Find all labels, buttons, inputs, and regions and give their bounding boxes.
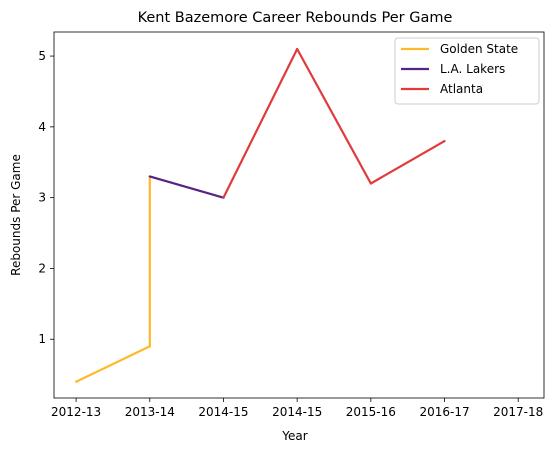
legend-label: Atlanta — [440, 82, 483, 96]
y-tick-label: 1 — [38, 332, 46, 346]
y-axis-title: Rebounds Per Game — [9, 154, 23, 276]
legend-label: Golden State — [440, 42, 518, 56]
series-line-1 — [149, 175, 224, 199]
x-tick-label: 2015-16 — [346, 405, 396, 419]
x-axis-title: Year — [281, 429, 307, 443]
data-point-2-0 — [222, 196, 225, 199]
series-line-0 — [75, 176, 151, 383]
series-layer — [75, 47, 446, 383]
data-point-0-0 — [75, 380, 78, 383]
legend: Golden State L.A. Lakers Atlanta — [394, 37, 540, 105]
y-tick-label: 3 — [38, 191, 46, 205]
data-point-2-3 — [443, 139, 446, 143]
series-line-2 — [222, 47, 446, 199]
data-point-0-1 — [148, 345, 151, 348]
x-tick-label: 2016-17 — [419, 405, 469, 419]
plot-frame — [53, 31, 545, 399]
chart-title: Kent Bazemore Career Rebounds Per Game — [138, 10, 453, 26]
x-tick-label: 2012-13 — [51, 405, 101, 419]
x-tick-label: 2014-15 — [198, 405, 248, 419]
y-tick-label: 5 — [38, 49, 46, 63]
x-tick-label: 2013-14 — [125, 405, 175, 419]
y-tick-label: 4 — [38, 120, 46, 134]
x-tick-label: 2014-15 — [272, 405, 322, 419]
data-point-2-1 — [296, 47, 299, 51]
data-point-1-0 — [148, 175, 151, 178]
x-axis: 2012-13 2013-14 2014-15 2014-15 2015-16 2016-… — [51, 398, 543, 419]
data-point-2-2 — [369, 182, 372, 185]
x-tick-label: 2017-18 — [493, 405, 543, 419]
y-tick-label: 2 — [38, 261, 46, 275]
y-axis: 1 2 3 4 5 — [38, 49, 54, 346]
legend-label: L.A. Lakers — [440, 62, 505, 76]
legend-box — [394, 37, 540, 105]
